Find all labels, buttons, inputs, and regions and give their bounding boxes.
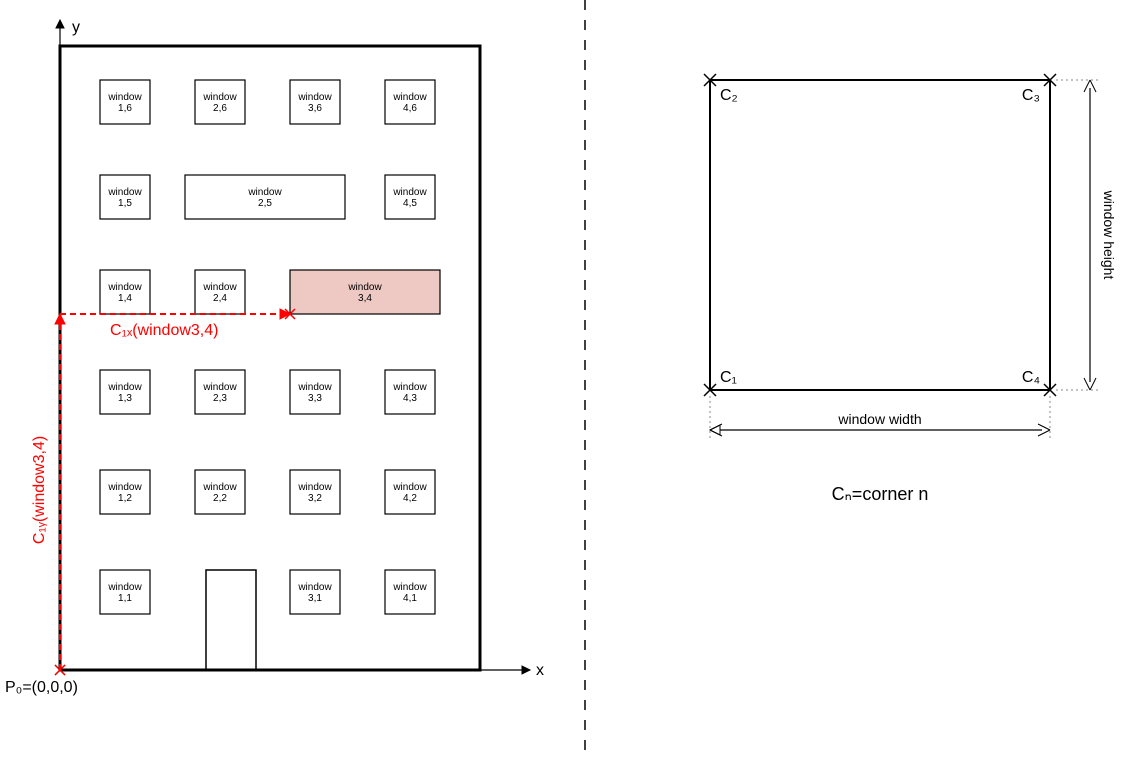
corner-label-C4: C₄ [1022,369,1040,386]
window-label: window [247,187,282,198]
window-label: window [392,482,427,493]
window-label: 4,3 [403,393,417,404]
window-label: window [202,482,237,493]
window-label: 3,3 [308,393,322,404]
window-label: 2,6 [213,103,227,114]
window-label: window [392,582,427,593]
window-label: window [107,187,142,198]
x-axis-label: x [536,662,544,679]
window-label: window [297,92,332,103]
window-label: 1,4 [118,293,132,304]
window-label: 3,1 [308,593,322,604]
window-label: 1,6 [118,103,132,114]
window-label: window [107,482,142,493]
window-reference-square [710,80,1050,390]
window-label: window [392,187,427,198]
window-label: 3,4 [358,293,372,304]
corner-label-C1: C₁ [720,369,737,386]
y-axis-label: y [72,19,80,36]
window-label: window [392,92,427,103]
window-label: window [202,282,237,293]
window-label: window [297,582,332,593]
window-label: 3,6 [308,103,322,114]
door [206,570,256,670]
window-label: 4,1 [403,593,417,604]
window-label: 3,2 [308,493,322,504]
corner-label-C2: C₂ [720,87,738,104]
window-label: 2,3 [213,393,227,404]
window-label: 4,5 [403,198,417,209]
diagram-canvas: yxP₀=(0,0,0)window1,6window2,6window3,6w… [0,0,1127,758]
callout-y-label: C₁ᵧ(window3,4) [31,436,48,544]
dim-height-label: window height [1101,190,1117,280]
window-label: 1,3 [118,393,132,404]
window-label: window [297,382,332,393]
window-label: window [107,582,142,593]
building-outline [60,46,480,670]
window-label: window [392,382,427,393]
corner-legend: Cₙ=corner n [832,484,929,504]
window-label: 2,2 [213,493,227,504]
dim-width-label: window width [837,411,921,427]
window-label: window [107,282,142,293]
window-label: window [297,482,332,493]
window-label: window [202,92,237,103]
window-label: 2,5 [258,198,272,209]
origin-label: P₀=(0,0,0) [5,679,78,696]
window-label: window [202,382,237,393]
window-label: window [347,282,382,293]
window-label: 1,1 [118,593,132,604]
callout-x-label: C₁ₓ(window3,4) [110,322,218,339]
window-label: 1,2 [118,493,132,504]
window-label: 2,4 [213,293,227,304]
window-label: 1,5 [118,198,132,209]
window-label: 4,6 [403,103,417,114]
corner-label-C3: C₃ [1022,87,1040,104]
window-label: window [107,92,142,103]
window-label: 4,2 [403,493,417,504]
window-label: window [107,382,142,393]
